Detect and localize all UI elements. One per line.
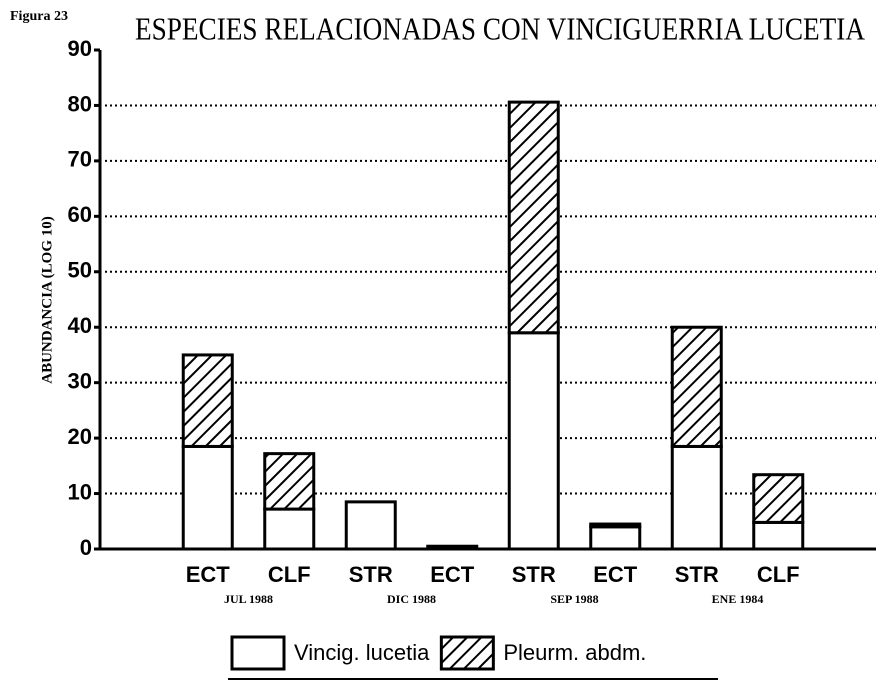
- bar-segment: [670, 325, 723, 448]
- group-label: ENE 1984: [712, 592, 764, 606]
- y-tick-label: 60: [68, 202, 92, 227]
- x-tick-label: STR: [349, 562, 393, 587]
- x-tick-label: ECT: [186, 562, 231, 587]
- y-axis-label: ABUNDANCIA (LOG 10): [39, 216, 55, 384]
- bar-segment: [426, 544, 479, 551]
- legend-swatch: [439, 635, 495, 671]
- x-tick-label: ECT: [593, 562, 638, 587]
- x-tick-label: CLF: [757, 562, 800, 587]
- bar-segment: [752, 520, 805, 551]
- chart-title: ESPECIES RELACIONADAS CON VINCIGUERRIA L…: [135, 10, 865, 46]
- bar-segment: [263, 452, 316, 511]
- bar-segment: [507, 100, 560, 335]
- bar-segment: [507, 331, 560, 551]
- figure-label: Figura 23: [10, 9, 68, 24]
- bar-segment: [670, 444, 723, 551]
- y-tick-label: 80: [68, 91, 92, 116]
- bar-segment: [589, 522, 642, 529]
- bar-segment: [263, 507, 316, 551]
- y-tick-label: 40: [68, 313, 92, 338]
- y-tick-label: 90: [68, 36, 92, 61]
- bar-segment: [589, 525, 642, 551]
- group-label: SEP 1988: [550, 592, 598, 606]
- legend-swatch: [230, 635, 286, 671]
- bar-segment: [181, 353, 234, 448]
- group-label: DIC 1988: [387, 592, 436, 606]
- y-tick-label: 70: [68, 147, 92, 172]
- x-tick-label: STR: [512, 562, 556, 587]
- x-tick-label: CLF: [268, 562, 311, 587]
- y-tick-label: 20: [68, 424, 92, 449]
- legend-label: Vincig. lucetia: [294, 640, 430, 665]
- legend-label: Pleurm. abdm.: [503, 640, 646, 665]
- group-label: JUL 1988: [224, 592, 273, 606]
- y-tick-label: 10: [68, 479, 92, 504]
- x-tick-label: ECT: [430, 562, 475, 587]
- y-tick-label: 30: [68, 368, 92, 393]
- bar-segment: [752, 473, 805, 524]
- y-tick-label: 50: [68, 258, 92, 283]
- bar-segment: [181, 444, 234, 551]
- x-tick-label: STR: [675, 562, 719, 587]
- bar-segment: [344, 500, 397, 551]
- y-tick-label: 0: [80, 535, 92, 560]
